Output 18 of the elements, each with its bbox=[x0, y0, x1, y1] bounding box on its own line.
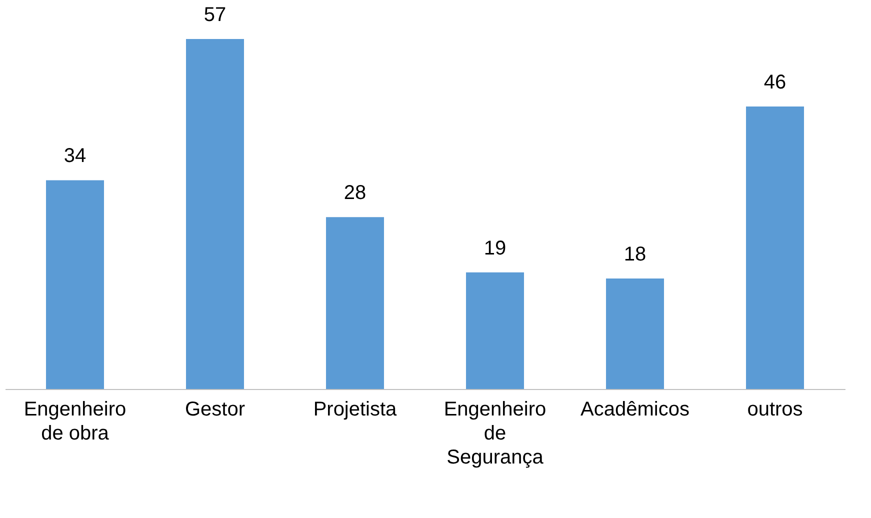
x-tick-label: outros bbox=[747, 398, 803, 420]
x-tick-label: Engenheiro de obra bbox=[24, 398, 126, 444]
data-label: 28 bbox=[344, 182, 366, 204]
data-label: 57 bbox=[204, 4, 226, 26]
x-tick-label: Projetista bbox=[313, 398, 398, 420]
bar bbox=[466, 272, 524, 389]
x-tick-label: Acadêmicos bbox=[580, 398, 690, 420]
data-label: 46 bbox=[764, 72, 786, 94]
bar bbox=[186, 39, 244, 389]
bar bbox=[746, 106, 804, 389]
bar bbox=[326, 217, 384, 389]
bar bbox=[46, 180, 104, 389]
data-label: 34 bbox=[64, 145, 86, 168]
x-tick-label: Engenheiro de Segurança bbox=[444, 398, 546, 468]
data-label: 19 bbox=[484, 237, 506, 260]
x-tick-label: Gestor bbox=[184, 398, 246, 420]
bar bbox=[606, 278, 664, 389]
data-label: 18 bbox=[624, 243, 646, 266]
